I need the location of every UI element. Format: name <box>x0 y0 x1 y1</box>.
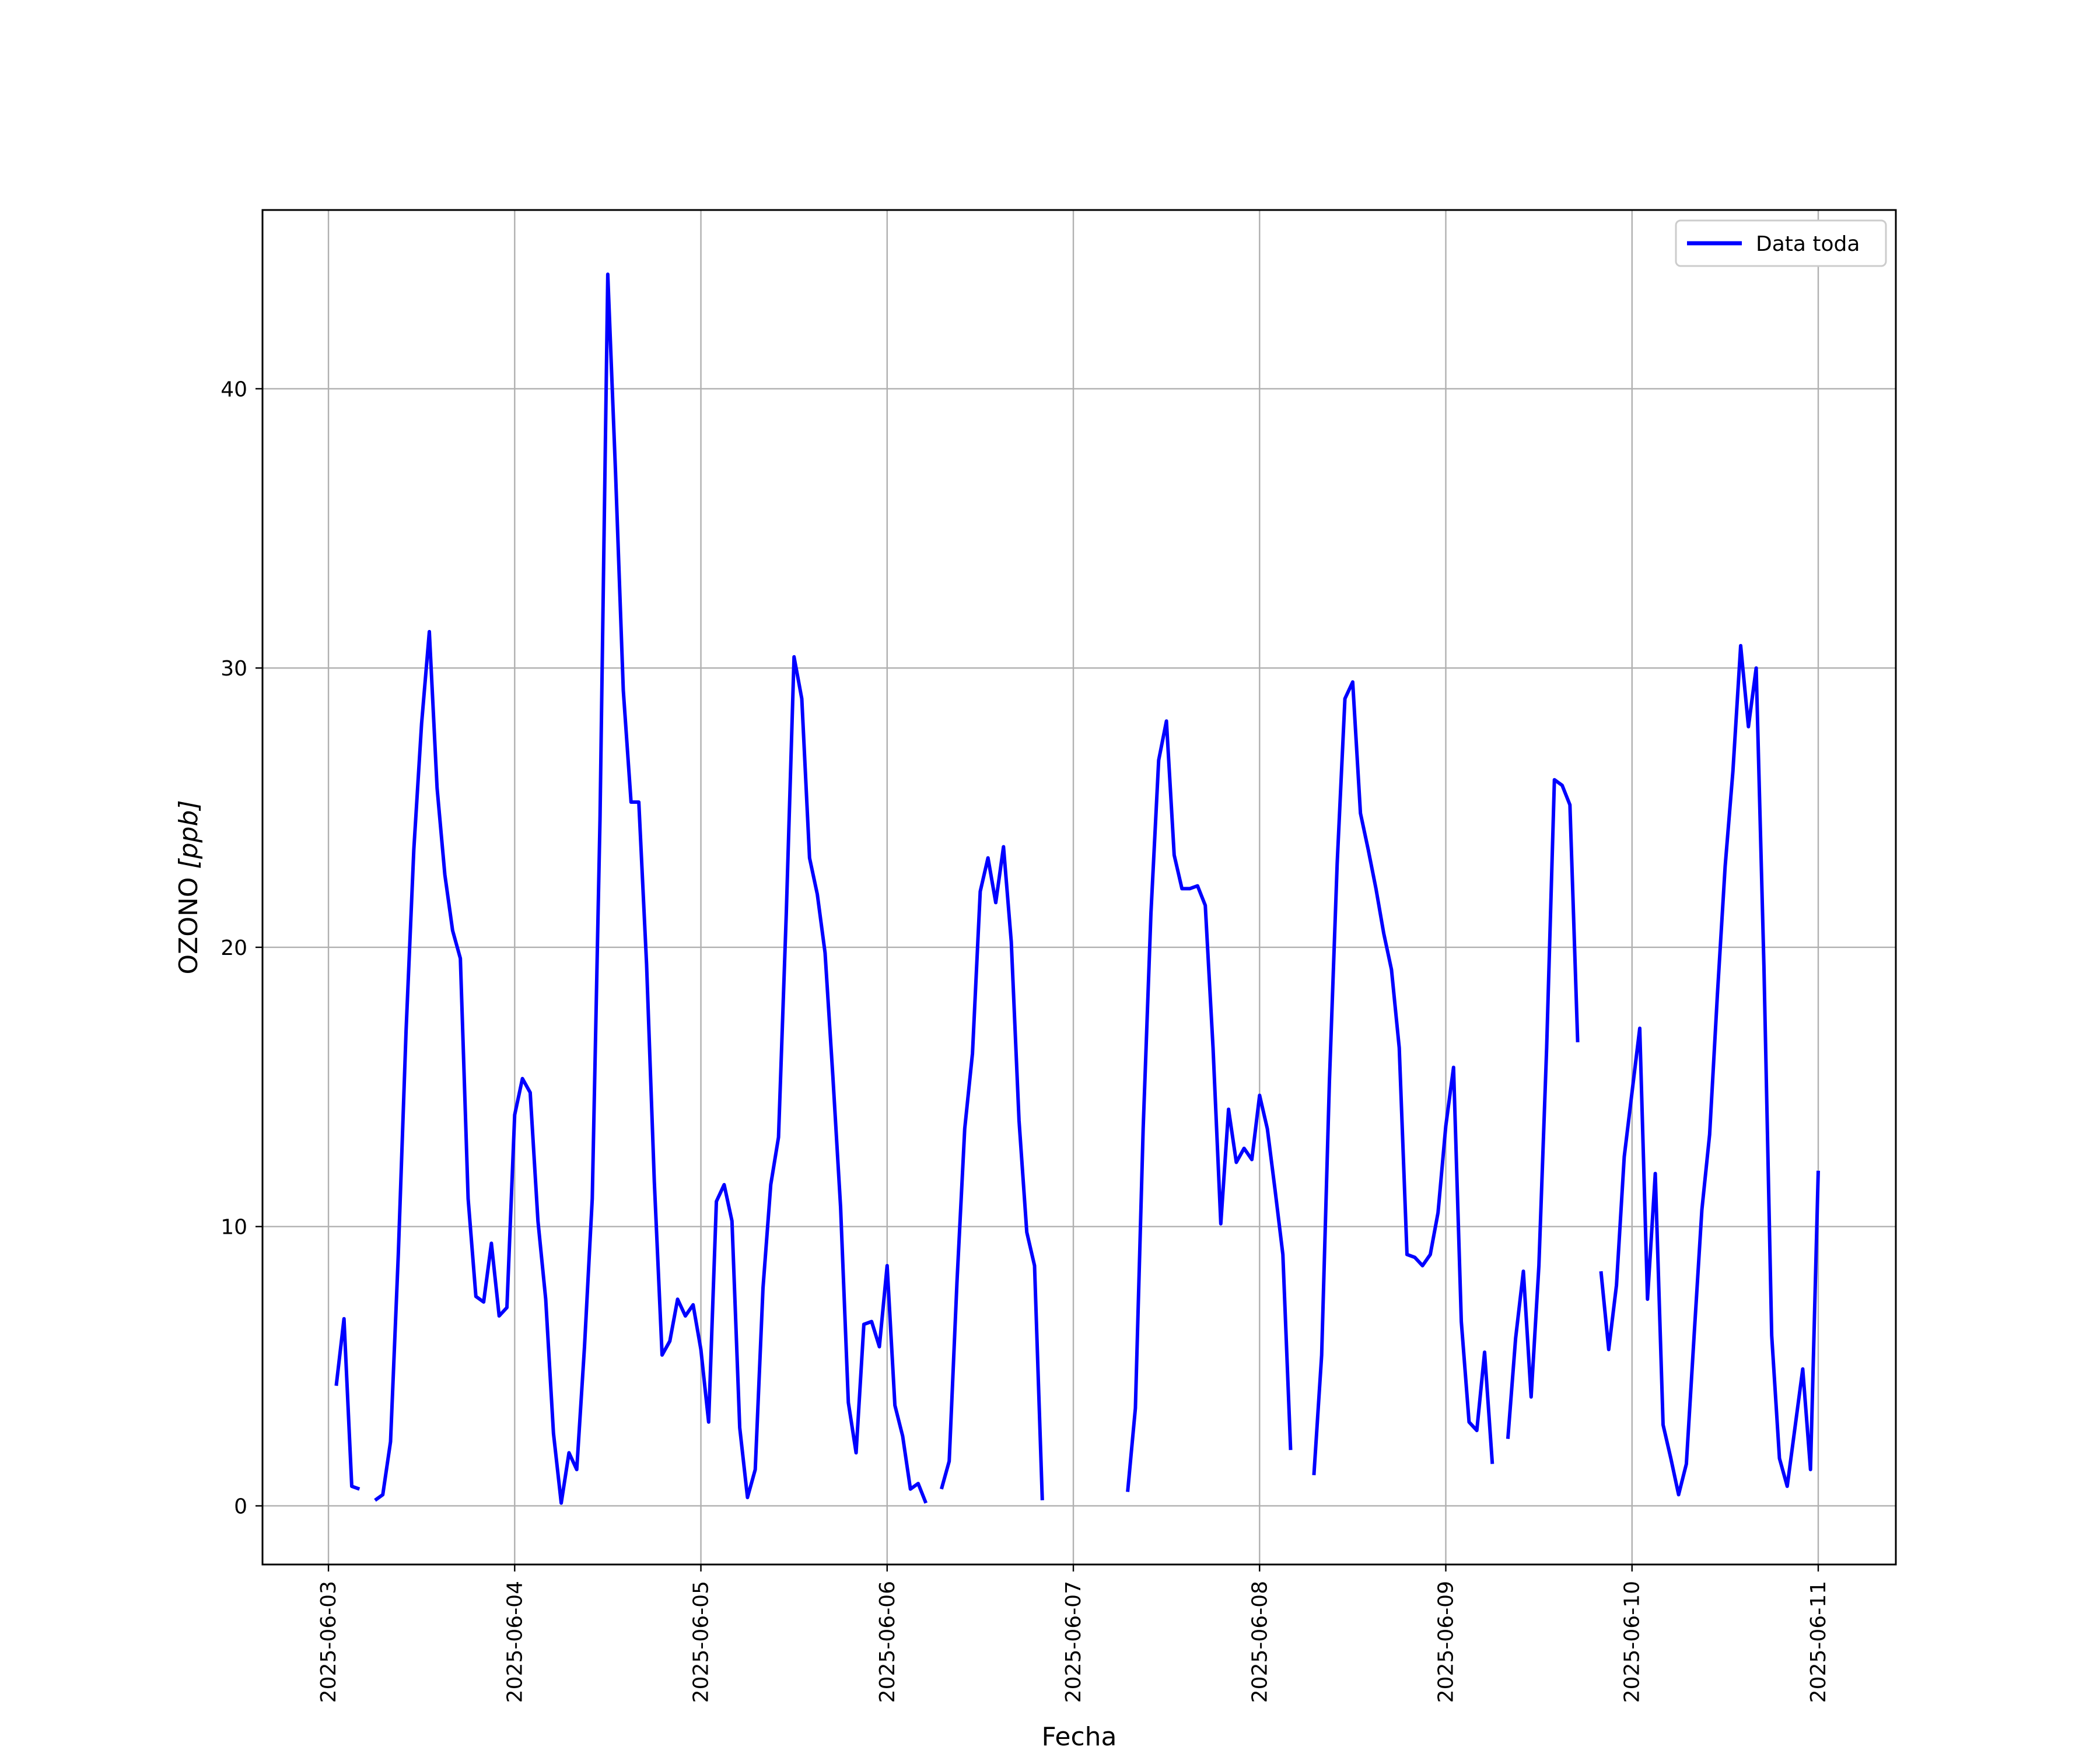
y-tick-label: 20 <box>220 936 247 960</box>
legend: Data toda <box>1675 219 1887 267</box>
series-line-segment <box>1506 778 1580 1439</box>
x-tick-label: 2025-06-10 <box>1620 1581 1644 1703</box>
x-tick-label: 2025-06-05 <box>690 1581 713 1703</box>
series-line-segment <box>334 1317 360 1491</box>
series-line-segment <box>940 845 1044 1500</box>
y-axis: 0 10 20 30 40 <box>220 377 262 1518</box>
series-line-segment <box>374 272 928 1505</box>
series-layer <box>334 272 1820 1505</box>
x-tick-label: 2025-06-03 <box>317 1581 341 1703</box>
series-line-segment <box>1599 643 1820 1497</box>
y-axis-label-unit: [ppb] <box>174 800 204 869</box>
y-axis-label-main: OZONO <box>174 869 204 975</box>
y-tick-label: 30 <box>220 657 247 681</box>
y-tick-label: 10 <box>220 1216 247 1240</box>
grid-lines <box>262 210 1896 1564</box>
x-axis: 2025-06-03 2025-06-04 2025-06-05 2025-06-06… <box>317 1564 1831 1703</box>
x-tick-label: 2025-06-07 <box>1062 1581 1086 1703</box>
x-axis-label: Fecha <box>1041 1722 1116 1750</box>
series-line-segment <box>1312 680 1494 1475</box>
y-axis-label: OZONO [ppb] <box>174 800 204 974</box>
series-line-segment <box>1126 719 1293 1492</box>
x-tick-label: 2025-06-11 <box>1807 1581 1831 1703</box>
legend-box <box>1675 219 1887 267</box>
legend-label-data-toda: Data toda <box>1756 232 1860 256</box>
plot-area-frame <box>261 209 1897 1566</box>
y-tick-label: 40 <box>220 377 247 401</box>
x-tick-label: 2025-06-08 <box>1248 1581 1272 1703</box>
x-tick-label: 2025-06-06 <box>876 1581 900 1703</box>
y-tick-label: 0 <box>234 1494 247 1518</box>
x-tick-label: 2025-06-04 <box>503 1581 527 1703</box>
x-tick-label: 2025-06-09 <box>1434 1581 1458 1703</box>
